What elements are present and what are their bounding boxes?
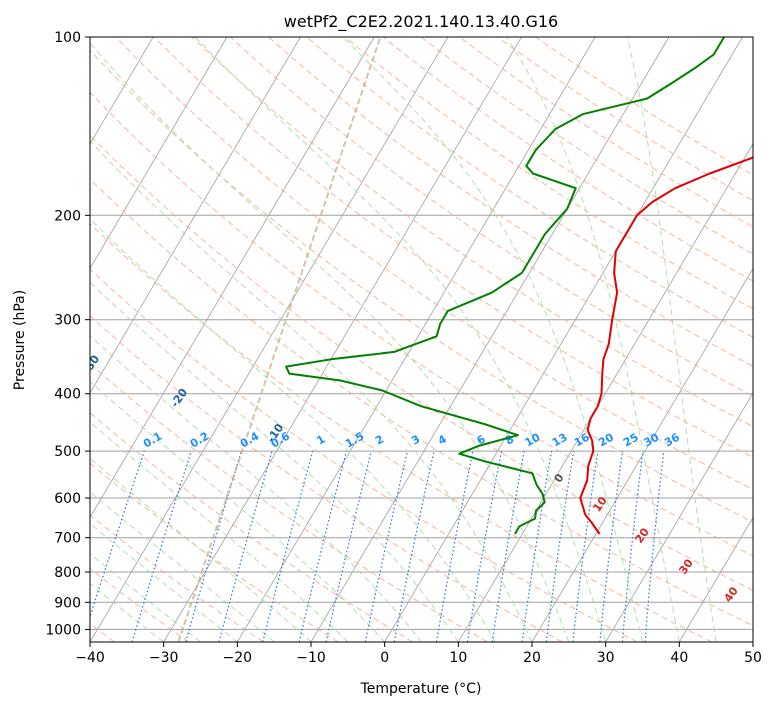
mixing-ratio-line [572,451,599,642]
mixing-ratio-line [325,450,372,642]
x-tick-label: 20 [523,650,541,666]
isotherm-line [310,37,670,642]
x-tick-label: −10 [296,650,326,666]
isotherm-line [605,392,753,642]
mixing-ratio-line [298,450,348,642]
mixing-ratio-line [364,450,409,642]
x-tick-label: −20 [223,650,253,666]
mixing-ratio-line [491,450,525,642]
isotherm-line [90,37,228,270]
axes: −40 −30 −20 −10 0 10 20 30 40 50 100 200 300 400 500 60… [45,30,762,666]
y-tick-label: 500 [54,444,81,460]
isotherm-line [384,37,743,642]
mixing-ratio-line [262,450,314,642]
dry-adiabat-line [535,37,753,176]
plot-frame [89,36,754,643]
dry-adiabat-line [115,37,753,491]
mixing-ratio-line [185,450,242,642]
y-tick-label: 100 [54,30,81,46]
y-tick-label: 900 [54,595,81,611]
dry-adiabat-line [459,37,753,228]
mixing-ratio-line [218,450,273,642]
dry-adiabat-line [191,37,753,428]
moist-adiabat-line [90,218,496,642]
isotherm-line [163,37,522,642]
moist-adiabat-line [90,140,533,642]
dry-adiabat-line [382,37,753,282]
y-tick-label: 800 [54,565,81,581]
dry-adiabat-line [90,134,753,591]
dry-adiabat-line [230,37,753,397]
y-axis-label: Pressure (hPa) [12,290,28,390]
x-tick-label: 0 [380,650,389,666]
y-tick-label: 400 [54,387,81,403]
isotherm-line [531,267,753,642]
mixing-ratio-line [466,450,503,642]
moist-adiabat-line [506,37,680,642]
moist-adiabat-line [90,42,570,642]
mixing-ratio-line [131,450,192,642]
mixing-ratio-line [599,451,624,642]
isotherm-line [457,143,753,642]
y-tick-label: 200 [54,208,81,224]
dry-adiabat-line [153,37,753,459]
dry-adiabat-line [90,178,753,627]
dry-adiabat-line [420,37,753,255]
x-tick-label: −40 [75,650,105,666]
mixing-ratio-line [90,450,145,619]
moist-adiabat-line [90,335,422,642]
x-tick-label: 50 [744,650,762,666]
chart-title: wetPf2_C2E2.2021.140.13.40.G16 [284,12,558,32]
isotherm-line [236,37,596,642]
temperature-profile-line [579,156,753,535]
y-tick-label: 1000 [45,622,81,638]
mixing-ratio-line [393,450,435,642]
moist-adiabat-line [90,380,386,642]
dry-adiabat-line [497,37,753,202]
moist-adiabat-line [90,421,349,642]
moist-adiabat-line [627,37,717,642]
mixing-ratio-line [545,451,575,642]
x-tick-label: 10 [449,650,467,666]
moist-adiabat-line [194,37,607,642]
dry-adiabat-line [90,223,712,642]
y-tick-label: 700 [54,531,81,547]
mixing-ratio-line [435,450,474,642]
dewpoint-profile-line [285,37,725,535]
moist-adiabat-line [90,457,312,642]
moist-adiabat-line [342,37,643,642]
moist-adiabat-line [90,281,459,642]
x-axis-label: Temperature (°C) [360,681,482,697]
dry-adiabat-line [90,363,488,642]
plot-area: -100-90-80-70-60-50-40-30-20-10010203040… [90,37,753,642]
isotherm-line [90,37,375,519]
dry-adiabat-line [90,91,753,557]
x-tick-label: 40 [670,650,688,666]
y-tick-label: 600 [54,491,81,507]
isotherm-line [678,516,753,642]
lcl-curve-line [177,37,382,642]
isotherm-line [90,37,301,394]
x-tick-label: −30 [149,650,179,666]
x-tick-label: 30 [597,650,615,666]
dry-adiabat-line [344,37,753,310]
dry-adiabat-line [268,37,753,367]
isotherm-line [90,37,154,145]
y-tick-label: 300 [54,313,81,329]
mixing-ratio-line [521,451,553,642]
dry-adiabat-line [90,514,264,642]
